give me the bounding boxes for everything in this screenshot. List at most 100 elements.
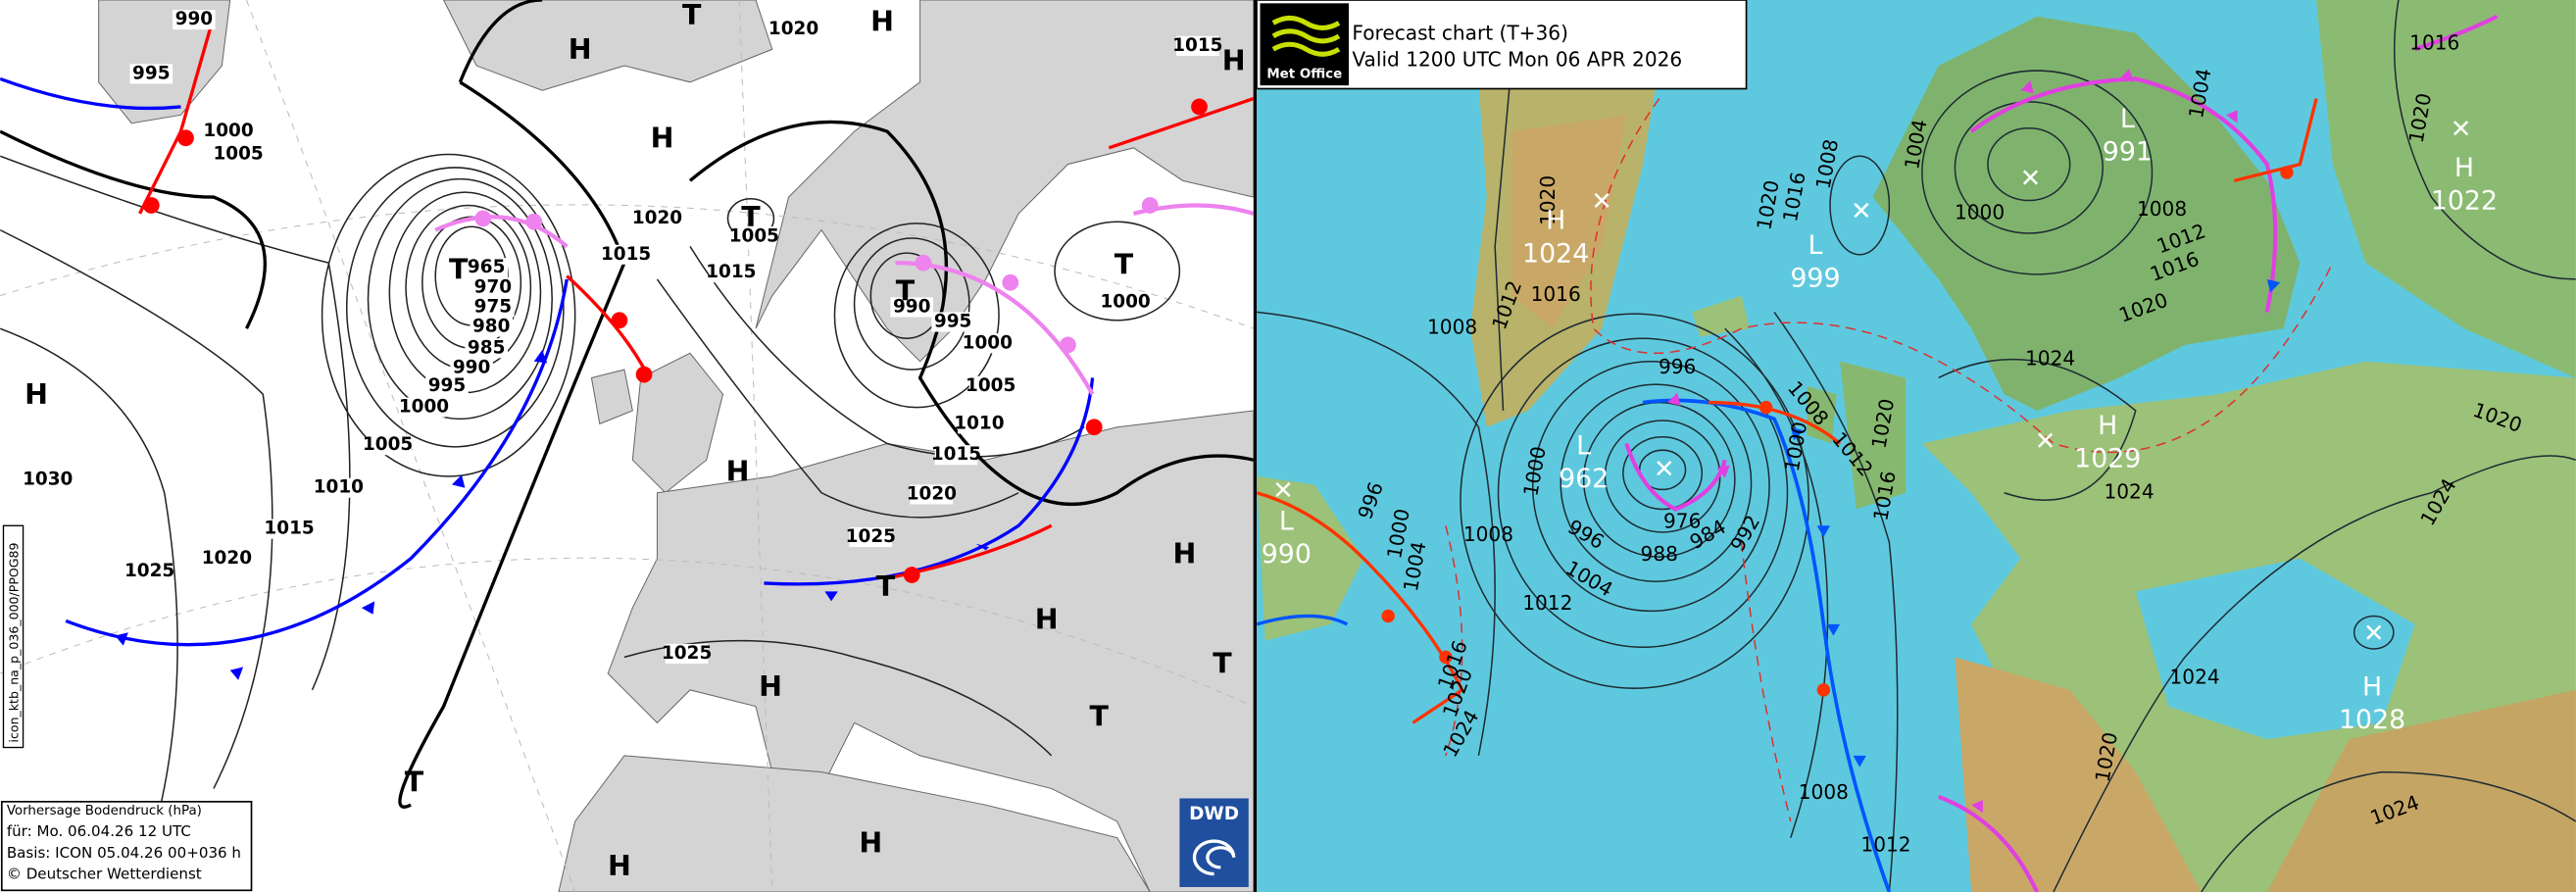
met-logo <box>1260 3 1350 86</box>
pressure-center: T <box>1213 648 1232 680</box>
isobar-label-bg <box>604 244 648 265</box>
pressure-center: H <box>25 378 48 411</box>
isobar-label: 1020 <box>1536 175 1560 225</box>
dwd-logo-text: DWD <box>1189 804 1239 824</box>
isobar-label-bg <box>470 317 513 337</box>
isobar-label: 995 <box>132 63 170 83</box>
center-letter: L <box>2120 104 2135 134</box>
isobar-label-bg <box>1176 35 1219 56</box>
isobar-label: 1010 <box>314 477 364 498</box>
isobar-label-bg <box>732 226 776 247</box>
center-pressure: 990 <box>1262 539 1312 570</box>
isobar-label: 1000 <box>1955 200 2005 223</box>
isobar-label-bg <box>317 477 361 498</box>
isobar-label: 976 <box>1663 509 1701 532</box>
isobar-label: 1000 <box>399 397 449 418</box>
isobar-label-bg <box>465 338 508 359</box>
pressure-center: T <box>1115 248 1134 280</box>
isobar-label-bg <box>217 144 260 165</box>
center-cross <box>1854 202 1869 219</box>
isobar-label-bg <box>1104 292 1147 313</box>
isobar-label: 1000 <box>203 121 253 141</box>
isobar-label: 1024 <box>2104 479 2154 503</box>
isobar-label-bg <box>910 484 954 505</box>
met-logo-waves <box>1271 15 1341 57</box>
land <box>98 0 1254 892</box>
isobar-label-bg <box>471 277 515 298</box>
isobar-label: 1015 <box>601 244 651 265</box>
isobar-label: 1015 <box>1172 35 1222 56</box>
isobar-label: 988 <box>1641 542 1678 566</box>
pressure-center: H <box>1173 537 1197 570</box>
isobar-label-bg <box>207 122 250 142</box>
isobar-label: 1008 <box>1799 780 1849 804</box>
isobar-label: 1024 <box>2025 347 2075 371</box>
isobar-label-bg <box>958 414 1001 434</box>
isobar-label: 1005 <box>363 434 413 455</box>
isobar-label: 1025 <box>662 643 712 664</box>
isobar-label: 1008 <box>1463 522 1513 546</box>
center-cross <box>1275 481 1291 498</box>
isobar-label: 1008 <box>2137 197 2187 221</box>
isobar-label: 1012 <box>1522 591 1572 615</box>
isobar-label-bg <box>129 64 173 84</box>
center-pressure: 1028 <box>2339 705 2405 735</box>
dwd-panel: 9909951000100510201015102010151015100596… <box>0 0 1254 892</box>
isobar-label: 1020 <box>632 208 682 228</box>
pressure-center: T <box>876 570 896 603</box>
isobar-label: 996 <box>1659 355 1696 378</box>
center-pressure: 1029 <box>2074 444 2141 474</box>
chart-title: Forecast chart (T+36) <box>1352 22 1568 45</box>
isobar-label: 1025 <box>846 526 896 547</box>
chart-valid-time: Valid 1200 UTC Mon 06 APR 2026 <box>1352 48 1682 72</box>
isobar-label: 1015 <box>706 262 756 282</box>
center-letter: H <box>1546 206 1565 236</box>
isobar-label: 1024 <box>2169 666 2219 689</box>
pressure-center: H <box>1035 603 1059 635</box>
isobar-label: 990 <box>893 296 930 317</box>
isobar-label: 970 <box>474 276 512 297</box>
isobar-label: 1010 <box>954 413 1004 433</box>
isobar-label-bg <box>966 333 1010 354</box>
center-letter: H <box>2098 411 2117 441</box>
isobar-label-bg <box>665 643 709 665</box>
legend-line: Basis: ICON 05.04.26 00+036 h <box>7 844 241 862</box>
isobar-label: 985 <box>468 337 505 358</box>
center-cross <box>2452 121 2469 136</box>
pressure-center: H <box>569 33 592 66</box>
pressure-center: T <box>896 274 916 307</box>
isobar-label-bg <box>635 208 679 228</box>
side-label: icon_ktb_na_p_036_000/PPOG89 <box>7 543 22 743</box>
center-cross <box>1657 461 1672 476</box>
pressure-center: T <box>682 0 702 31</box>
isobar-label: 1030 <box>23 469 73 489</box>
pressure-center: T <box>449 254 469 286</box>
isobar-label: 995 <box>934 311 971 331</box>
isobar-label-bg <box>205 548 249 569</box>
isobar-label-bg <box>25 470 70 490</box>
center-letter: L <box>1808 230 1822 261</box>
center-letter: H <box>2362 672 2382 703</box>
isobar-label-bg <box>465 258 508 278</box>
center-cross <box>2366 624 2382 640</box>
isobar-label: 1005 <box>213 144 263 165</box>
isobar-label-bg <box>771 20 816 40</box>
pressure-center: T <box>741 201 761 233</box>
isobar-label: 980 <box>472 316 510 336</box>
legend-line: © Deutscher Wetterdienst <box>7 866 202 883</box>
isobar-label-bg <box>425 375 469 396</box>
isobar-label: 1025 <box>124 561 174 581</box>
legend-line: für: Mo. 06.04.26 12 UTC <box>7 822 191 840</box>
isobar-label: 1005 <box>966 375 1016 396</box>
fronts <box>1257 14 2499 892</box>
pressure-center: H <box>870 5 894 37</box>
pressure-center: H <box>759 670 782 703</box>
pressure-center: H <box>859 826 882 859</box>
thickness-lines <box>1445 98 2334 822</box>
fronts <box>0 16 1254 680</box>
isobar-label-bg <box>127 562 172 582</box>
isobar-label: 1016 <box>2409 31 2459 55</box>
isobar-label: 1012 <box>1860 833 1910 857</box>
isobar-label-bg <box>710 263 753 283</box>
